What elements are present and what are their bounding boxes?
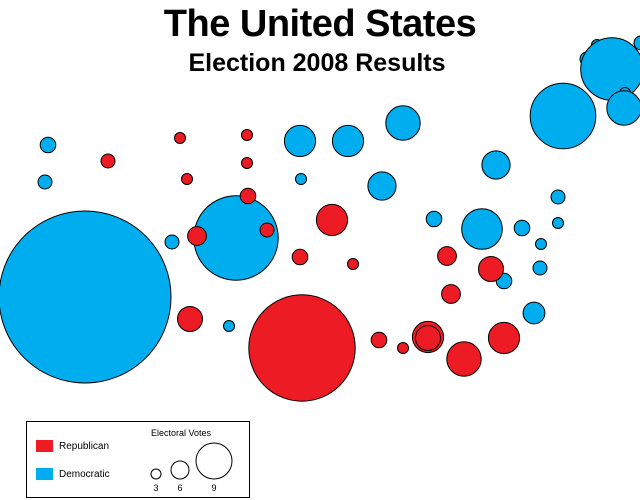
republican-state-bubble <box>177 306 203 332</box>
scale-label-3: 3 <box>153 483 159 493</box>
democratic-state-bubble <box>367 171 397 201</box>
republican-state-bubble <box>487 321 521 355</box>
democratic-swatch <box>36 468 53 480</box>
democratic-state-bubble <box>552 217 564 229</box>
democratic-state-bubble <box>295 173 307 185</box>
democratic-state-bubble <box>529 82 597 150</box>
republican-state-bubble <box>259 222 275 238</box>
democratic-state-bubble <box>425 210 443 228</box>
republican-state-bubble <box>100 153 116 169</box>
democratic-state-bubble <box>513 219 531 237</box>
democratic-state-bubble <box>461 208 503 250</box>
democratic-state-bubble <box>385 105 421 141</box>
electoral-votes-scale <box>150 442 233 480</box>
democratic-state-bubble <box>223 320 235 332</box>
scale-circle-6 <box>170 460 190 480</box>
republican-state-bubble <box>241 129 253 141</box>
map-title: The United States <box>163 3 477 45</box>
republican-state-bubble <box>181 173 193 185</box>
scale-circle-9 <box>195 442 233 480</box>
republican-state-bubble <box>437 246 457 266</box>
republican-state-bubble <box>241 157 253 169</box>
republican-state-bubble <box>239 187 257 205</box>
legend: Republican Democratic Electoral Votes 3 … <box>26 421 250 498</box>
democratic-label: Democratic <box>59 469 110 480</box>
democratic-state-bubble <box>522 301 546 325</box>
democratic-state-bubble <box>633 35 640 51</box>
republican-swatch <box>36 440 53 452</box>
republican-state-bubble <box>174 132 186 144</box>
republican-state-bubble <box>291 248 309 266</box>
scale-circle-3 <box>150 468 162 480</box>
map-subtitle: Election 2008 Results <box>188 49 446 77</box>
democratic-state-bubble <box>580 37 640 101</box>
democratic-state-bubble <box>39 136 57 154</box>
republican-state-bubble <box>370 331 388 349</box>
republican-state-bubble <box>441 284 461 304</box>
democratic-state-bubble <box>164 234 180 250</box>
republican-state-bubble <box>397 342 409 354</box>
republican-state-bubble <box>248 294 356 402</box>
republican-state-bubble <box>187 226 207 246</box>
republican-state-bubble <box>347 258 359 270</box>
electoral-votes-title: Electoral Votes <box>151 428 212 438</box>
republican-state-bubble <box>415 325 441 351</box>
republican-state-bubble <box>446 341 482 377</box>
democratic-state-bubble <box>606 90 640 126</box>
democratic-state-bubble <box>535 238 547 250</box>
democratic-state-bubble <box>283 124 317 158</box>
democratic-state-bubble <box>331 124 365 158</box>
democratic-state-bubble <box>37 174 53 190</box>
republican-state-bubble <box>315 203 349 237</box>
republican-label: Republican <box>59 441 110 452</box>
scale-label-6: 6 <box>177 483 183 493</box>
democratic-state-bubble <box>550 189 566 205</box>
scale-label-9: 9 <box>211 483 217 493</box>
republican-state-bubble <box>478 256 504 282</box>
democratic-state-bubble <box>0 210 172 384</box>
democratic-state-bubble <box>481 150 511 180</box>
democratic-state-bubble <box>532 260 548 276</box>
